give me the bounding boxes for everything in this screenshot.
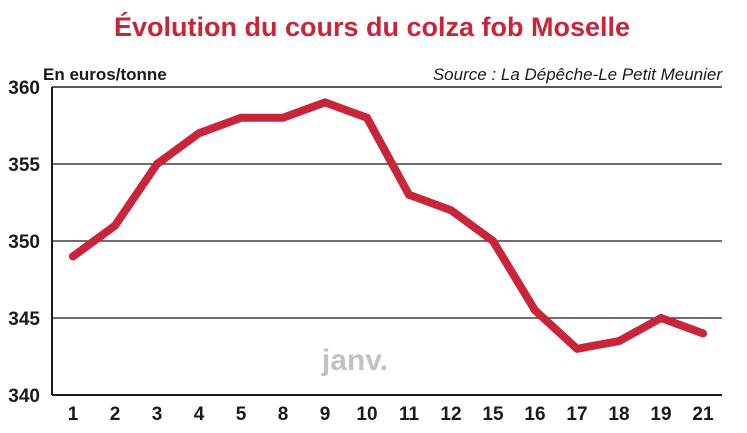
x-tick-label: 12 — [440, 404, 461, 425]
data-point — [573, 344, 581, 353]
x-tick-label: 5 — [236, 404, 247, 425]
x-tick-label: 16 — [524, 404, 545, 425]
data-point — [321, 98, 329, 107]
x-tick-label: 1 — [68, 404, 79, 425]
x-tick-label: 2 — [110, 404, 121, 425]
y-tick-label: 360 — [8, 78, 40, 99]
x-tick-label: 19 — [650, 404, 671, 425]
y-axis-ticks: 360 355 350 345 340 — [8, 78, 40, 407]
data-point — [195, 129, 203, 138]
x-tick-label: 3 — [152, 404, 163, 425]
x-tick-label: 18 — [608, 404, 629, 425]
x-tick-label: 11 — [399, 404, 420, 425]
data-point — [69, 252, 77, 261]
y-tick-label: 340 — [8, 386, 40, 407]
x-tick-label: 17 — [566, 404, 587, 425]
y-tick-label: 345 — [8, 309, 40, 330]
series-line — [69, 98, 707, 353]
data-point — [447, 206, 455, 215]
data-point — [237, 113, 245, 122]
data-point — [699, 329, 707, 338]
x-tick-label: 9 — [320, 404, 331, 425]
chart-title: Évolution du cours du colza fob Moselle — [114, 11, 630, 42]
data-point — [363, 113, 371, 122]
data-point — [153, 160, 161, 168]
data-point — [489, 237, 497, 245]
x-tick-label: 21 — [692, 404, 714, 425]
data-point — [657, 314, 665, 322]
x-tick-label: 10 — [356, 404, 377, 425]
y-tick-label: 350 — [8, 232, 40, 253]
x-tick-label: 4 — [194, 404, 205, 425]
x-tick-label: 15 — [482, 404, 504, 425]
month-annotation: janv. — [321, 344, 388, 377]
x-axis-ticks: 1 2 3 4 5 8 9 10 11 12 15 16 17 18 19 21 — [68, 404, 714, 425]
data-point — [615, 337, 623, 346]
x-tick-label: 8 — [278, 404, 289, 425]
y-tick-label: 355 — [8, 155, 40, 176]
y-axis-unit-label: En euros/tonne — [43, 65, 167, 84]
data-point — [279, 113, 287, 122]
series-points — [69, 98, 707, 353]
data-point — [111, 221, 119, 230]
data-point — [531, 306, 539, 315]
source-label: Source : La Dépêche-Le Petit Meunier — [433, 65, 724, 84]
data-point — [405, 190, 413, 199]
